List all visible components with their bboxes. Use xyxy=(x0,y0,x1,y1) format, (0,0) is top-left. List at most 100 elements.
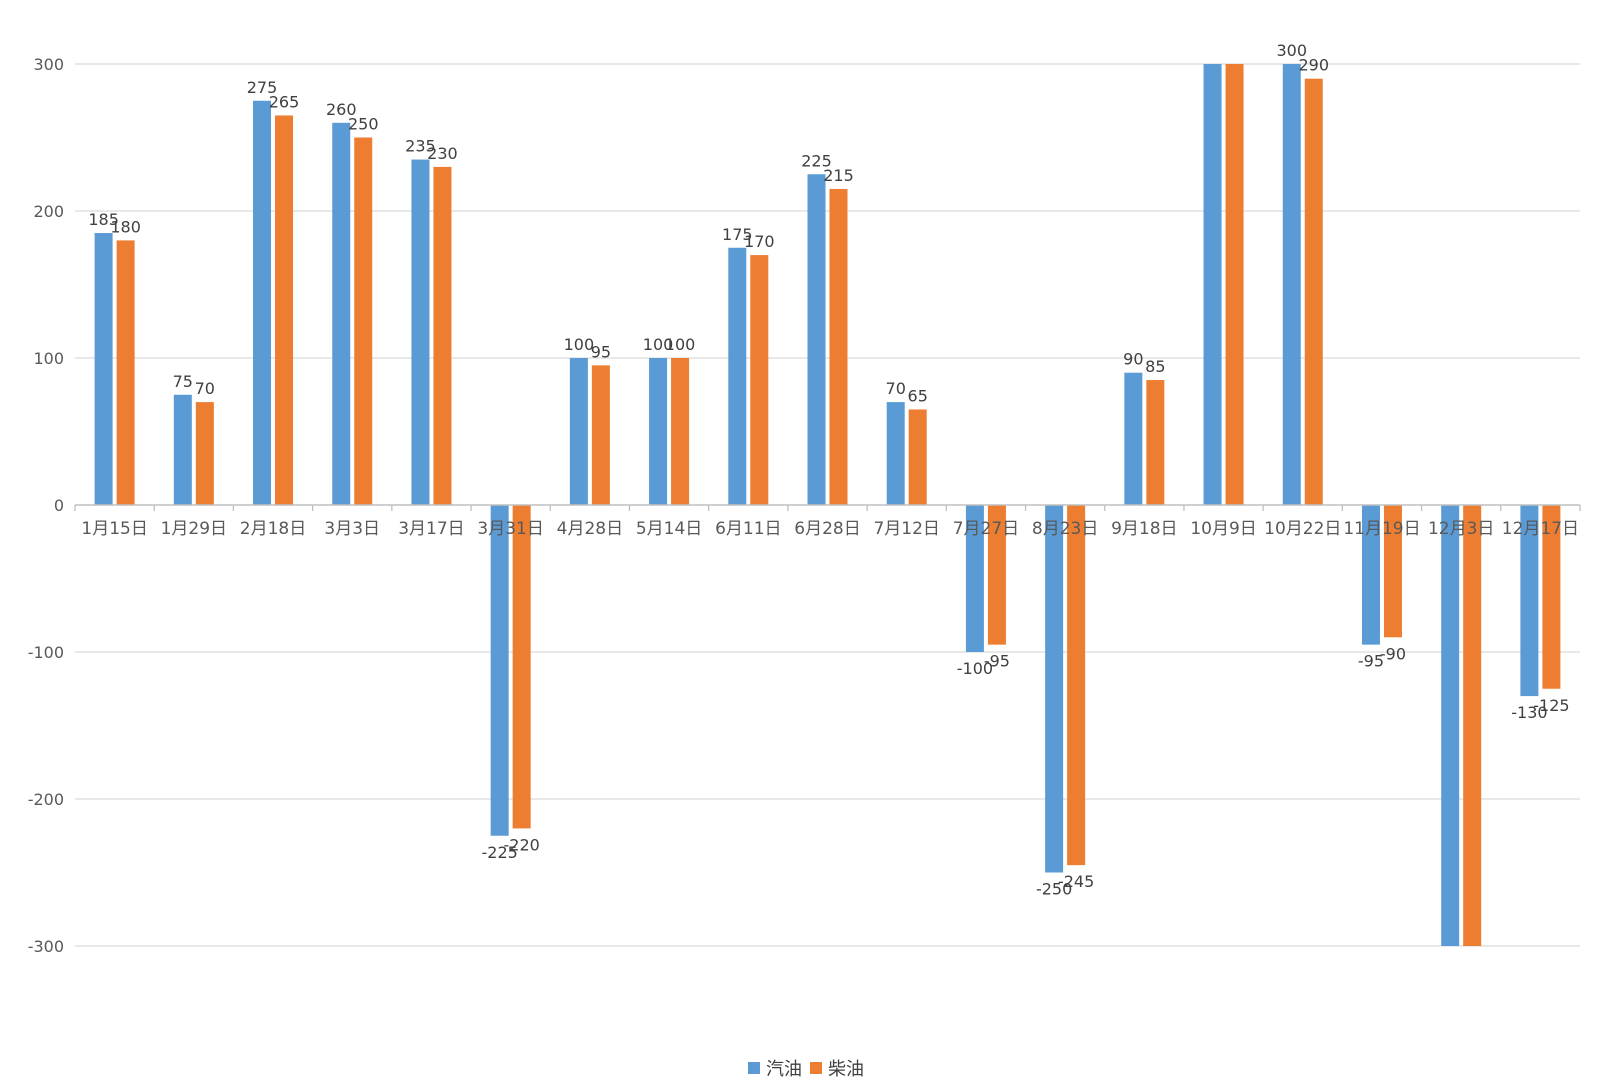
data-label: -95 xyxy=(1358,652,1384,671)
y-tick-label: 200 xyxy=(33,202,64,221)
bar[interactable] xyxy=(591,365,610,505)
legend: 汽油 柴油 xyxy=(0,1055,1612,1081)
bar[interactable] xyxy=(1542,505,1561,689)
bar[interactable] xyxy=(1304,78,1323,505)
bar[interactable] xyxy=(1441,505,1460,946)
x-axis-ticks: 1月15日 1月29日 2月18日 3月3日 3月17日 3月31日 4月28日 5月14日 6… xyxy=(81,519,1579,539)
x-tick-label: 10月9日 xyxy=(1190,519,1256,539)
bar[interactable] xyxy=(569,358,588,505)
x-tick-label: 5月14日 xyxy=(636,519,702,539)
y-tick-label: 100 xyxy=(33,349,64,368)
bar[interactable] xyxy=(728,247,747,505)
x-tick-label: 12月3日 xyxy=(1428,519,1494,539)
bar[interactable] xyxy=(1463,505,1482,946)
bar[interactable] xyxy=(195,402,214,505)
x-tick-label: 3月31日 xyxy=(477,519,543,539)
data-label: 70 xyxy=(886,379,906,398)
data-label: -245 xyxy=(1058,872,1094,891)
bar[interactable] xyxy=(275,115,294,505)
data-label: 100 xyxy=(564,335,595,354)
x-tick-label: 11月19日 xyxy=(1343,519,1420,539)
y-axis-ticks: 300 200 100 0 -100 -200 -300 xyxy=(28,55,64,956)
x-axis xyxy=(74,504,1581,511)
legend-item-diesel[interactable]: 柴油 xyxy=(810,1055,864,1081)
data-label: 90 xyxy=(1123,350,1143,369)
bar[interactable] xyxy=(1124,372,1143,505)
data-label: 100 xyxy=(665,335,696,354)
bar[interactable] xyxy=(987,505,1006,645)
x-tick-label: 3月17日 xyxy=(398,519,464,539)
bar[interactable] xyxy=(1361,505,1380,645)
bar[interactable] xyxy=(1282,64,1301,505)
bar[interactable] xyxy=(908,409,927,505)
bar[interactable] xyxy=(1067,505,1086,866)
data-label: 235 xyxy=(405,137,436,156)
y-tick-label: -300 xyxy=(28,937,64,956)
bar[interactable] xyxy=(1383,505,1402,638)
x-tick-label: 9月18日 xyxy=(1111,519,1177,539)
bar[interactable] xyxy=(1146,380,1165,505)
bar[interactable] xyxy=(116,240,135,505)
bar[interactable] xyxy=(332,122,351,506)
data-label: 180 xyxy=(110,217,141,236)
bar[interactable] xyxy=(354,137,373,506)
data-label: -250 xyxy=(1036,880,1072,899)
bar[interactable] xyxy=(253,100,272,505)
data-label: 70 xyxy=(195,379,215,398)
bar[interactable] xyxy=(671,358,690,505)
bar[interactable] xyxy=(965,505,984,652)
bar[interactable] xyxy=(886,402,905,505)
bar[interactable] xyxy=(433,166,452,505)
data-label: 170 xyxy=(744,232,775,251)
data-label: 260 xyxy=(326,100,357,119)
x-tick-label: 8月23日 xyxy=(1032,519,1098,539)
bar[interactable] xyxy=(490,505,509,836)
bar[interactable] xyxy=(173,394,192,505)
x-tick-label: 1月15日 xyxy=(81,519,147,539)
y-tick-label: -100 xyxy=(28,643,64,662)
legend-item-gasoline[interactable]: 汽油 xyxy=(748,1055,802,1081)
data-label: 230 xyxy=(427,144,458,163)
data-label: 100 xyxy=(643,335,674,354)
data-label: 250 xyxy=(348,115,379,134)
data-label: -90 xyxy=(1380,644,1406,663)
x-tick-label: 6月11日 xyxy=(715,519,781,539)
x-tick-label: 12月17日 xyxy=(1502,519,1579,539)
bar[interactable] xyxy=(1520,505,1539,697)
bar[interactable] xyxy=(512,505,531,829)
bar[interactable] xyxy=(829,188,848,505)
data-label: 185 xyxy=(88,210,119,229)
data-label: 65 xyxy=(908,386,928,405)
data-label: 75 xyxy=(173,372,193,391)
bar[interactable] xyxy=(807,174,826,505)
data-label: 290 xyxy=(1298,56,1329,75)
data-label: 215 xyxy=(823,166,854,185)
bar[interactable] xyxy=(1225,64,1244,505)
legend-swatch-diesel xyxy=(810,1062,822,1074)
data-label: 95 xyxy=(591,342,611,361)
data-label: -130 xyxy=(1511,703,1547,722)
bar[interactable] xyxy=(1045,505,1064,873)
bar[interactable] xyxy=(1203,64,1222,505)
y-tick-label: 0 xyxy=(54,496,64,515)
data-label: -220 xyxy=(504,835,540,854)
bar[interactable] xyxy=(94,233,113,506)
bar[interactable] xyxy=(649,358,668,505)
data-label: 225 xyxy=(801,151,832,170)
y-tick-label: -200 xyxy=(28,790,64,809)
legend-swatch-gasoline xyxy=(748,1062,760,1074)
data-label: -225 xyxy=(482,843,518,862)
legend-label-diesel: 柴油 xyxy=(828,1059,864,1080)
data-label: 265 xyxy=(269,92,300,111)
bar[interactable] xyxy=(750,255,769,505)
x-tick-label: 6月28日 xyxy=(794,519,860,539)
data-label: -95 xyxy=(984,652,1010,671)
bar[interactable] xyxy=(411,159,430,506)
data-label: -125 xyxy=(1533,696,1569,715)
x-tick-label: 2月18日 xyxy=(240,519,306,539)
data-label: 300 xyxy=(1276,41,1307,60)
x-tick-label: 7月27日 xyxy=(953,519,1019,539)
